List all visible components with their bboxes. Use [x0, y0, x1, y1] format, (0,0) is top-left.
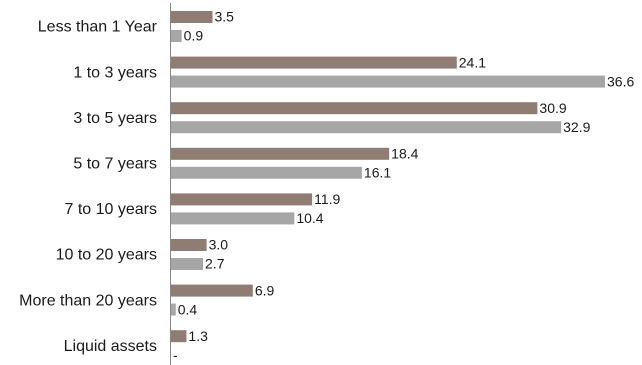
data-label: 18.4 [391, 146, 418, 162]
data-label: 1.3 [188, 328, 208, 344]
data-label: 3.5 [215, 9, 235, 25]
bar [171, 147, 390, 160]
bar [171, 75, 605, 88]
data-label: 6.9 [255, 282, 275, 298]
data-label: 0.9 [184, 28, 204, 44]
bar [171, 330, 187, 343]
data-label: 0.4 [178, 301, 198, 317]
bar [171, 121, 562, 134]
bar [171, 284, 253, 297]
data-label: 24.1 [459, 54, 486, 70]
category-label: 7 to 10 years [65, 201, 158, 218]
data-label: - [173, 347, 178, 363]
bar [171, 212, 295, 225]
category-labels: Less than 1 Year 1 to 3 years 3 to 5 years… [19, 19, 158, 355]
category-label: 3 to 5 years [73, 110, 157, 127]
data-label: 30.9 [539, 100, 566, 116]
bar [171, 239, 207, 251]
data-label: 36.6 [607, 73, 634, 89]
bar [171, 193, 313, 206]
bar [171, 166, 362, 179]
bars [171, 11, 605, 343]
data-label: 3.0 [209, 237, 229, 253]
bar [171, 303, 176, 316]
category-label: 5 to 7 years [73, 156, 157, 173]
data-label: 2.7 [205, 256, 225, 272]
data-label: 16.1 [364, 165, 391, 181]
bar [171, 11, 213, 23]
value-labels: 3.5 0.9 24.1 36.6 30.9 32.9 18.416.1 11.9 10.4 3.… [173, 9, 634, 363]
bar [171, 258, 204, 270]
bar [171, 56, 457, 69]
data-label: 11.9 [314, 191, 340, 207]
bar [171, 30, 182, 42]
category-label: 10 to 20 years [56, 247, 157, 264]
bar [171, 102, 538, 115]
category-label: More than 20 years [19, 292, 157, 309]
data-label: 32.9 [563, 119, 590, 135]
category-label: Liquid assets [64, 338, 157, 355]
category-label: Less than 1 Year [38, 19, 158, 36]
category-label: 1 to 3 years [73, 64, 157, 81]
data-label: 10.4 [296, 210, 323, 226]
